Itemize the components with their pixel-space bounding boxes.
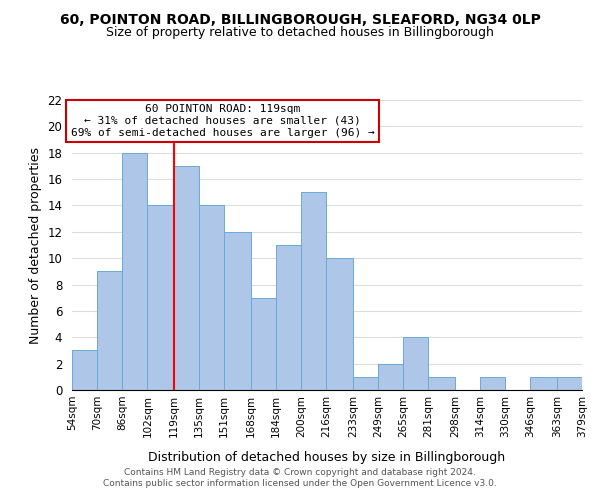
Y-axis label: Number of detached properties: Number of detached properties — [29, 146, 42, 344]
Bar — [326, 258, 353, 390]
Bar — [122, 152, 148, 390]
Text: Distribution of detached houses by size in Billingborough: Distribution of detached houses by size … — [148, 451, 506, 464]
Text: 60 POINTON ROAD: 119sqm
← 31% of detached houses are smaller (43)
69% of semi-de: 60 POINTON ROAD: 119sqm ← 31% of detache… — [71, 104, 374, 138]
Bar — [557, 377, 582, 390]
Text: Size of property relative to detached houses in Billingborough: Size of property relative to detached ho… — [106, 26, 494, 39]
Bar — [480, 377, 505, 390]
Bar — [428, 377, 455, 390]
Bar — [403, 338, 428, 390]
Bar — [72, 350, 97, 390]
Bar — [378, 364, 403, 390]
Bar — [224, 232, 251, 390]
Bar — [148, 206, 174, 390]
Bar — [251, 298, 276, 390]
Bar — [301, 192, 326, 390]
Bar — [353, 377, 378, 390]
Text: 60, POINTON ROAD, BILLINGBOROUGH, SLEAFORD, NG34 0LP: 60, POINTON ROAD, BILLINGBOROUGH, SLEAFO… — [59, 12, 541, 26]
Text: Contains HM Land Registry data © Crown copyright and database right 2024.
Contai: Contains HM Land Registry data © Crown c… — [103, 468, 497, 487]
Bar — [97, 272, 122, 390]
Bar — [530, 377, 557, 390]
Bar — [174, 166, 199, 390]
Bar — [199, 206, 224, 390]
Bar — [276, 245, 301, 390]
